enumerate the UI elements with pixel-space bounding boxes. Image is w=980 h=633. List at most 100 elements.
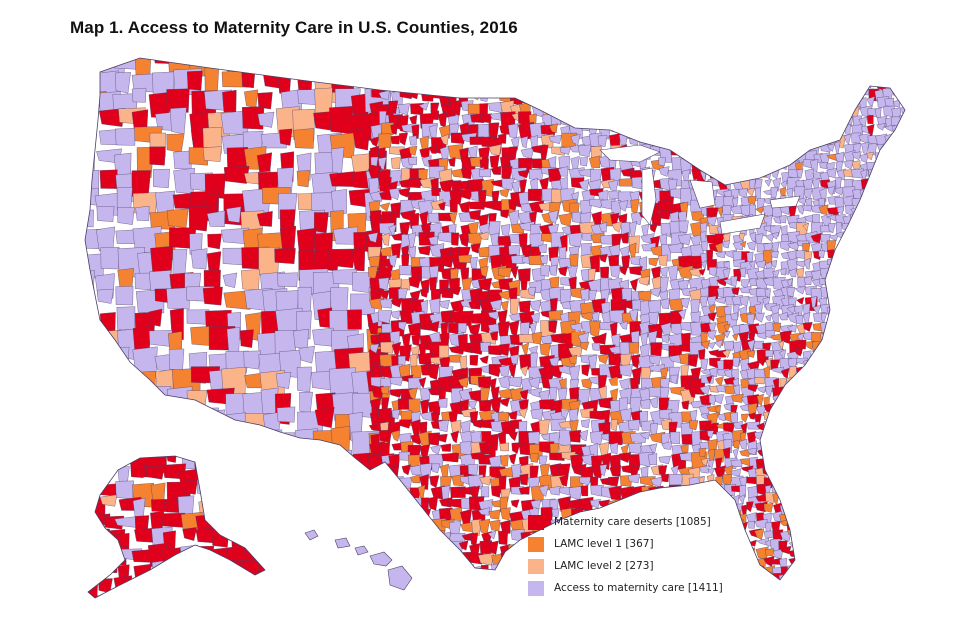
- county-cell: [828, 339, 840, 353]
- county-cell: [910, 585, 921, 594]
- county-cell: [820, 179, 831, 189]
- county-cell: [418, 245, 432, 256]
- county-cell: [619, 364, 633, 377]
- county-cell: [479, 399, 492, 412]
- county-cell: [780, 105, 791, 116]
- county-cell: [907, 450, 915, 462]
- county-cell: [842, 576, 851, 580]
- county-cell: [891, 170, 905, 179]
- county-cell: [779, 439, 789, 448]
- county-cell: [773, 439, 785, 449]
- county-cell: [670, 531, 684, 546]
- county-cell: [118, 387, 135, 413]
- county-cell: [802, 530, 814, 545]
- county-cell: [246, 456, 265, 468]
- county-cell: [788, 476, 801, 484]
- county-cell: [477, 376, 492, 389]
- county-cell: [802, 477, 815, 491]
- county-cell: [907, 538, 918, 551]
- county-cell: [411, 519, 427, 531]
- county-cell: [802, 222, 810, 232]
- county-cell: [610, 418, 619, 432]
- county-cell: [803, 257, 811, 270]
- county-cell: [746, 501, 754, 513]
- county-cell: [797, 459, 807, 469]
- county-cell: [787, 124, 799, 132]
- county-cell: [794, 492, 806, 504]
- county-cell: [883, 358, 892, 371]
- county-cell: [845, 330, 857, 338]
- county-cell: [771, 232, 780, 240]
- county-cell: [430, 565, 438, 580]
- county-cell: [202, 286, 223, 306]
- county-cell: [874, 500, 884, 516]
- county-cell: [388, 509, 401, 526]
- county-cell: [909, 513, 915, 522]
- county-cell: [427, 363, 440, 380]
- county-cell: [826, 375, 840, 388]
- county-cell: [370, 509, 386, 525]
- county-cell: [468, 341, 484, 355]
- county-cell: [876, 286, 889, 297]
- county-cell: [890, 313, 900, 328]
- county-cell: [608, 254, 619, 267]
- county-cell: [876, 483, 884, 493]
- county-cell: [714, 519, 722, 535]
- county-cell: [85, 331, 97, 358]
- county-cell: [407, 156, 418, 166]
- county-cell: [860, 384, 870, 396]
- county-cell: [716, 493, 727, 502]
- county-cell: [280, 432, 296, 448]
- county-cell: [716, 510, 727, 520]
- county-cell: [471, 519, 482, 536]
- county-cell: [530, 312, 540, 323]
- county-cell: [786, 493, 794, 504]
- county-cell: [891, 267, 904, 276]
- county-cell: [866, 493, 874, 501]
- county-cell: [701, 124, 709, 134]
- county-cell: [893, 360, 905, 370]
- county-cell: [867, 537, 879, 547]
- county-cell: [756, 107, 770, 117]
- county-cell: [724, 521, 732, 529]
- county-cell: [858, 359, 866, 373]
- county-cell: [510, 298, 520, 317]
- county-cell: [518, 407, 528, 419]
- county-cell: [378, 575, 388, 580]
- county-cell: [589, 254, 600, 273]
- county-cell: [601, 111, 616, 127]
- county-cell: [508, 410, 518, 420]
- county-cell: [778, 97, 786, 112]
- county-cell: [820, 457, 828, 467]
- county-cell: [827, 557, 835, 572]
- county-cell: [829, 582, 839, 589]
- county-cell: [747, 384, 759, 393]
- county-cell: [518, 486, 530, 495]
- county-cell: [746, 350, 756, 358]
- county-cell: [772, 177, 782, 192]
- county-cell: [130, 596, 149, 598]
- county-cell: [715, 170, 722, 181]
- county-cell: [378, 476, 387, 493]
- county-cell: [828, 117, 837, 125]
- county-cell: [367, 531, 378, 542]
- county-cell: [458, 576, 467, 580]
- county-cell: [398, 79, 414, 91]
- county-cell: [890, 512, 899, 520]
- county-cell: [691, 147, 699, 161]
- county-cell: [779, 402, 787, 411]
- county-cell: [844, 583, 852, 593]
- county-cell: [448, 452, 460, 463]
- county-cell: [489, 519, 501, 532]
- county-cell: [819, 152, 831, 165]
- county-cell: [489, 221, 501, 236]
- county-cell: [756, 574, 768, 580]
- county-cell: [658, 254, 668, 266]
- county-cell: [866, 331, 878, 346]
- county-cell: [707, 430, 715, 439]
- county-cell: [429, 475, 440, 488]
- county-cell: [810, 546, 818, 562]
- county-cell: [469, 81, 484, 96]
- county-cell: [907, 564, 917, 573]
- county-cell: [380, 386, 390, 395]
